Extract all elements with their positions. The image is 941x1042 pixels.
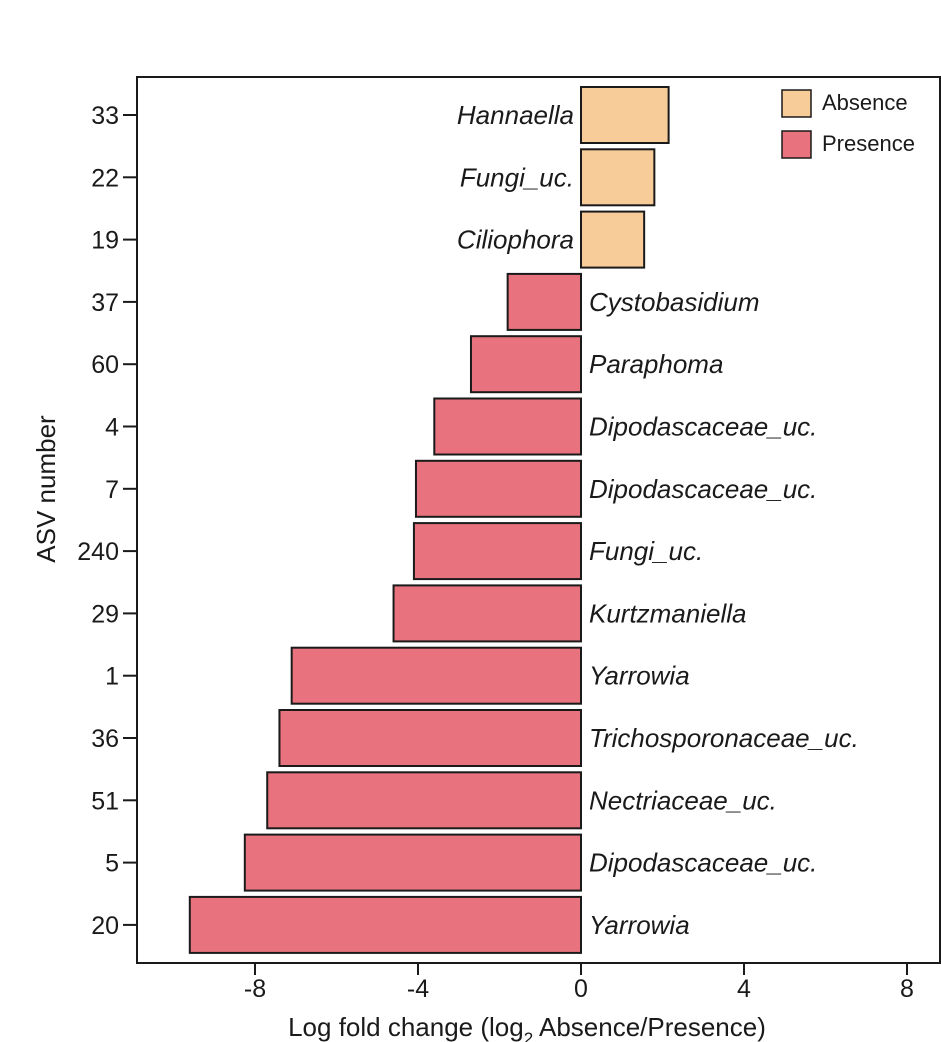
legend-swatch: [781, 89, 812, 118]
bar-label: Fungi_uc.: [460, 162, 574, 192]
y-tick-label: 7: [105, 476, 119, 504]
y-tick-label: 22: [91, 164, 119, 192]
bars: [188, 86, 670, 954]
y-tick-label: 20: [91, 912, 119, 940]
y-tick-label: 5: [105, 850, 119, 878]
y-axis-ticks: 33 22 19 37 60 4 7 240 29 1 36 51 5 20: [77, 102, 137, 940]
x-axis-title: Log fold change (log2 Absence/Presence): [288, 1012, 766, 1042]
x-axis-title-prefix: Log fold change (log: [288, 1012, 524, 1042]
bar-label: Ciliophora: [457, 225, 574, 255]
x-axis-title-subscript: 2: [524, 1029, 533, 1042]
x-tick-label: 8: [900, 975, 914, 1003]
bar-label: Hannaella: [457, 100, 574, 130]
legend-swatch: [781, 130, 812, 159]
bar: [506, 272, 582, 331]
bar-labels: Hannaella Fungi_uc. Ciliophora Cystobasidiu…: [457, 100, 859, 940]
y-tick-label: 60: [91, 351, 119, 379]
bar-label: Dipodascaceae_uc.: [589, 474, 817, 504]
bar-label: Dipodascaceae_uc.: [589, 848, 817, 878]
x-tick-label: -8: [244, 975, 266, 1003]
legend-label: Absence: [822, 90, 908, 115]
bar: [469, 335, 583, 394]
x-axis-ticks: -8 -4 0 4 8: [244, 963, 914, 1003]
bar: [188, 895, 583, 954]
y-tick-label: 33: [91, 102, 119, 130]
bar-label: Cystobasidium: [589, 287, 760, 317]
x-tick-label: -4: [407, 975, 429, 1003]
bar: [243, 833, 582, 892]
bar: [580, 210, 646, 269]
y-tick-label: 37: [91, 289, 119, 317]
x-tick-label: 0: [574, 975, 588, 1003]
plot-area: [136, 76, 941, 964]
bar-label: Kurtzmaniella: [589, 598, 747, 628]
bar: [290, 646, 582, 705]
legend: Absence Presence: [781, 89, 915, 159]
y-tick-label: 240: [77, 538, 119, 566]
y-tick-label: 19: [91, 227, 119, 255]
plot-frame: [136, 76, 941, 964]
y-tick-label: 1: [105, 663, 119, 691]
bar: [580, 148, 656, 207]
bar: [412, 522, 582, 581]
y-tick-label: 36: [91, 725, 119, 753]
x-axis-title-suffix: Absence/Presence): [533, 1012, 766, 1042]
y-tick-label: 29: [91, 600, 119, 628]
legend-label: Presence: [822, 131, 915, 156]
bar: [414, 459, 582, 518]
y-tick-label: 51: [91, 787, 119, 815]
bar-label: Dipodascaceae_uc.: [589, 412, 817, 442]
bar-label: Fungi_uc.: [589, 536, 703, 566]
bar-label: Yarrowia: [589, 661, 690, 691]
bar: [278, 709, 582, 767]
bar: [433, 397, 582, 456]
bar: [580, 86, 670, 144]
bar: [392, 584, 582, 643]
bar-label: Paraphoma: [589, 349, 723, 379]
y-axis-title: ASV number: [31, 415, 61, 563]
bar-label: Yarrowia: [589, 910, 690, 940]
bar-label: Nectriaceae_uc.: [589, 785, 777, 815]
y-tick-label: 4: [105, 414, 119, 442]
bar: [266, 771, 582, 830]
x-tick-label: 4: [737, 975, 751, 1003]
bar-label: Trichosporonaceae_uc.: [589, 723, 859, 753]
